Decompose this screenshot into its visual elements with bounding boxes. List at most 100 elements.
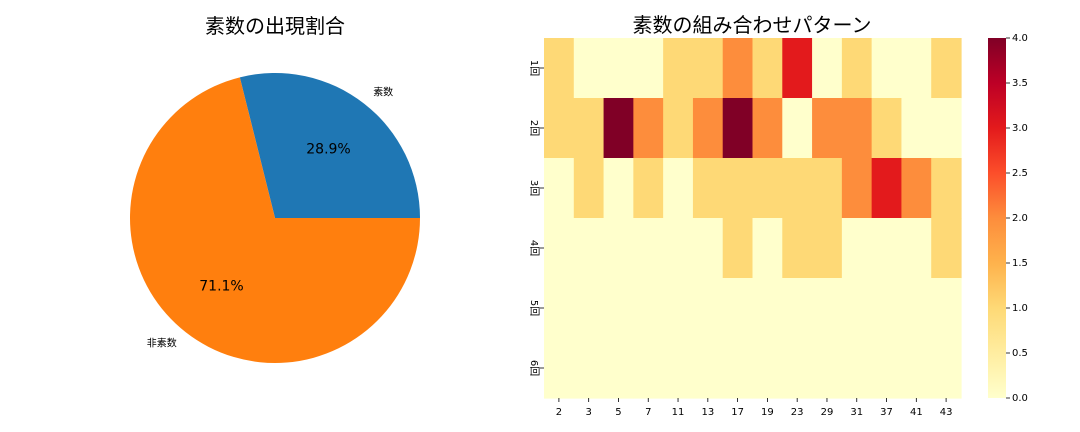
heatmap-cell	[752, 278, 783, 339]
heatmap-cell	[812, 338, 843, 399]
heatmap-cell	[603, 158, 634, 219]
x-tick-label: 13	[701, 407, 714, 418]
heatmap-cell	[901, 218, 932, 279]
heatmap-cell	[722, 278, 754, 339]
heatmap-cell	[663, 158, 694, 219]
heatmap-cell	[722, 38, 754, 99]
colorbar-tick-label: 0.5	[1012, 348, 1028, 359]
heatmap-cell	[871, 98, 903, 159]
heatmap-cell	[544, 338, 575, 399]
heatmap-cell	[871, 158, 903, 219]
heatmap-cell	[782, 338, 813, 399]
pie-slice-label: 非素数	[147, 337, 177, 350]
y-tick-label: 5回	[528, 300, 540, 316]
y-tick-label: 4回	[528, 240, 540, 256]
heatmap-cell	[812, 278, 843, 339]
heatmap-cell	[752, 338, 783, 399]
pie-percent-label: 28.9%	[306, 141, 350, 157]
heatmap-cell	[782, 98, 813, 159]
heatmap-cell	[603, 98, 634, 159]
heatmap-cell	[782, 278, 813, 339]
heatmap-cell	[692, 278, 724, 339]
heatmap-cell	[752, 98, 783, 159]
heatmap-cell	[782, 218, 813, 279]
colorbar-tick-label: 2.0	[1012, 213, 1028, 224]
heatmap-cell	[633, 98, 664, 159]
heatmap-cell	[901, 338, 932, 399]
heatmap-cell	[573, 38, 605, 99]
heatmap-cell	[841, 38, 873, 99]
heatmap-cell	[573, 98, 605, 159]
x-tick-label: 3	[585, 407, 591, 418]
heatmap-cell	[633, 158, 664, 219]
colorbar-tick-label: 2.5	[1012, 168, 1028, 179]
heatmap-cell	[841, 278, 873, 339]
colorbar-tick-label: 4.0	[1012, 33, 1028, 44]
heatmap-x-ticks: 2 3 5 7 11 13 17 19 23 29 31 37 41 43	[556, 398, 953, 418]
heatmap-cell	[573, 218, 605, 279]
colorbar-tick-label: 1.0	[1012, 303, 1028, 314]
heatmap-cell	[544, 218, 575, 279]
heatmap-cell	[663, 98, 694, 159]
heatmap-cell	[663, 38, 694, 99]
heatmap-cell	[692, 38, 724, 99]
heatmap-cell	[871, 278, 903, 339]
heatmap-cell	[752, 38, 783, 99]
pie-chart-title: 素数の出現割合	[205, 14, 345, 38]
heatmap-cell	[782, 38, 813, 99]
heatmap-cell	[841, 338, 873, 399]
heatmap-cell	[812, 98, 843, 159]
heatmap-cell	[871, 338, 903, 399]
x-tick-label: 19	[761, 407, 774, 418]
heatmap-cell	[544, 158, 575, 219]
heatmap-cell	[931, 218, 962, 279]
heatmap-cell	[603, 38, 634, 99]
colorbar	[988, 38, 1006, 398]
heatmap-cell	[931, 38, 962, 99]
heatmap-cell	[692, 98, 724, 159]
heatmap-cell	[871, 38, 903, 99]
heatmap-cell	[782, 158, 813, 219]
colorbar-tick-label: 3.0	[1012, 123, 1028, 134]
heatmap-cell	[544, 38, 575, 99]
heatmap-cell	[692, 338, 724, 399]
heatmap-cell	[722, 218, 754, 279]
x-tick-label: 2	[556, 407, 562, 418]
heatmap-cell	[901, 98, 932, 159]
x-tick-label: 37	[880, 407, 893, 418]
colorbar-tick-label: 1.5	[1012, 258, 1028, 269]
heatmap-cell	[544, 98, 575, 159]
heatmap-cell	[812, 38, 843, 99]
heatmap-cell	[633, 338, 664, 399]
heatmap-cell	[633, 278, 664, 339]
x-tick-label: 11	[672, 407, 685, 418]
heatmap-y-ticks: 1回 2回 3回 4回 5回 6回	[528, 60, 544, 376]
x-tick-label: 7	[645, 407, 651, 418]
pie-slices	[129, 72, 420, 363]
heatmap-chart: 素数の組み合わせパターン 2 3 5 7 11 13 17 19 23 29 31 37 41 43 1回…	[528, 13, 1028, 418]
x-tick-label: 29	[821, 407, 834, 418]
heatmap-cell	[692, 158, 724, 219]
heatmap-cell	[931, 278, 962, 339]
heatmap-cell	[663, 278, 694, 339]
y-tick-label: 1回	[528, 60, 540, 76]
heatmap-cell	[752, 218, 783, 279]
x-tick-label: 43	[940, 407, 953, 418]
x-tick-label: 17	[731, 407, 744, 418]
heatmap-cell	[901, 38, 932, 99]
heatmap-cell	[931, 338, 962, 399]
heatmap-cell	[841, 98, 873, 159]
heatmap-cell	[871, 218, 903, 279]
heatmap-cell	[901, 278, 932, 339]
colorbar-tick-label: 3.5	[1012, 78, 1028, 89]
pie-percent-label: 71.1%	[199, 279, 243, 295]
y-tick-label: 2回	[528, 120, 540, 136]
heatmap-cell	[931, 98, 962, 159]
heatmap-title: 素数の組み合わせパターン	[633, 13, 872, 37]
colorbar-tick-label: 0.0	[1012, 393, 1028, 404]
heatmap-cell	[722, 338, 754, 399]
pie-labels: 素数 28.9% 非素数 71.1%	[147, 85, 393, 349]
heatmap-cell	[812, 158, 843, 219]
y-tick-label: 6回	[528, 360, 540, 376]
